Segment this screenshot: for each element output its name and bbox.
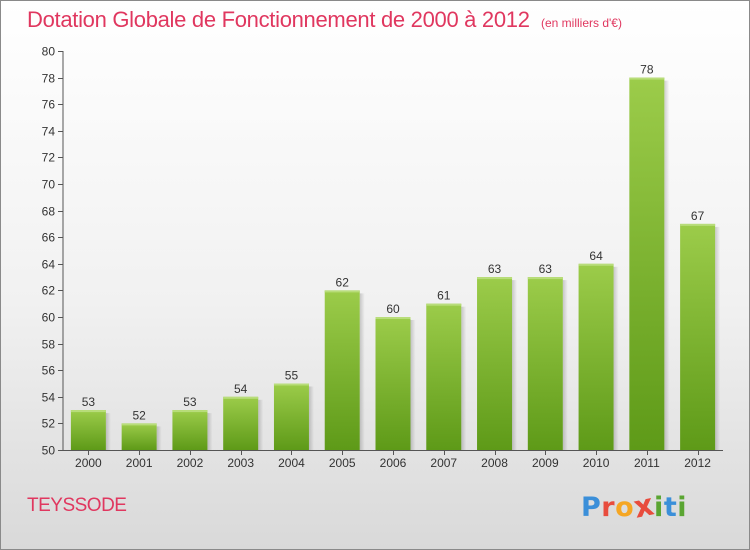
bar-2010 bbox=[578, 263, 614, 450]
bar-2008 bbox=[477, 277, 513, 450]
bar-2002 bbox=[172, 410, 208, 450]
bar-highlight bbox=[172, 410, 208, 413]
logo-letter: i bbox=[677, 492, 687, 523]
bar-2004 bbox=[273, 383, 309, 450]
y-tick-label: 66 bbox=[42, 231, 56, 245]
bar-highlight bbox=[121, 423, 157, 426]
bar-shadow bbox=[359, 293, 365, 450]
y-tick-label: 80 bbox=[42, 45, 56, 59]
bar-2007 bbox=[426, 303, 462, 450]
bar-2012 bbox=[680, 223, 716, 450]
proxiti-logo: Proxiti bbox=[581, 487, 687, 525]
bar-highlight bbox=[70, 410, 106, 413]
bar-highlight bbox=[324, 290, 360, 293]
x-tick-label: 2005 bbox=[329, 456, 356, 470]
data-label-2005: 62 bbox=[336, 275, 350, 289]
logo-letter: t bbox=[663, 492, 678, 523]
x-tick-label: 2006 bbox=[380, 456, 407, 470]
data-label-2001: 52 bbox=[132, 408, 146, 422]
logo-letter: r bbox=[601, 492, 616, 523]
bar-highlight bbox=[223, 396, 259, 399]
bar-shadow bbox=[715, 226, 721, 450]
y-tick-label: 76 bbox=[42, 98, 56, 112]
y-tick-label: 60 bbox=[42, 311, 56, 325]
bar-shadow bbox=[613, 266, 619, 450]
x-tick-label: 2007 bbox=[430, 456, 457, 470]
y-tick-label: 52 bbox=[42, 417, 56, 431]
y-tick-label: 58 bbox=[42, 338, 56, 352]
bar-shadow bbox=[664, 80, 670, 450]
bar-2003 bbox=[223, 396, 259, 450]
x-tick-label: 2002 bbox=[177, 456, 204, 470]
bar-shadow bbox=[512, 280, 518, 450]
y-tick-label: 74 bbox=[42, 125, 56, 139]
y-tick-label: 50 bbox=[42, 444, 56, 458]
bar-highlight bbox=[527, 277, 563, 280]
bar-highlight bbox=[273, 383, 309, 386]
bar-layer bbox=[70, 77, 721, 450]
bar-2005 bbox=[324, 290, 360, 450]
bar-2001 bbox=[121, 423, 157, 450]
data-label-2009: 63 bbox=[539, 262, 553, 276]
axis-layer: 50 52 54 56 58 60 62 64 66 68 70 72 74 76 78 80 2000 2001… bbox=[42, 45, 723, 470]
y-tick-label: 64 bbox=[42, 258, 56, 272]
commune-name: TEYSSODE bbox=[27, 495, 127, 516]
bar-shadow bbox=[105, 413, 111, 450]
x-tick-label: 2009 bbox=[532, 456, 559, 470]
x-tick-label: 2012 bbox=[684, 456, 711, 470]
bar-shadow bbox=[410, 320, 416, 450]
y-tick-label: 62 bbox=[42, 284, 56, 298]
x-tick-label: 2008 bbox=[481, 456, 508, 470]
y-tick-label: 78 bbox=[42, 72, 56, 86]
y-tick-label: 54 bbox=[42, 391, 56, 405]
data-label-2012: 67 bbox=[691, 209, 705, 223]
data-label-2007: 61 bbox=[437, 289, 451, 303]
bar-highlight bbox=[578, 263, 614, 266]
y-tick-label: 70 bbox=[42, 178, 56, 192]
bar-shadow bbox=[207, 413, 213, 450]
bar-highlight bbox=[426, 303, 462, 306]
bar-shadow bbox=[461, 306, 467, 450]
bar-highlight bbox=[375, 317, 411, 319]
bar-2011 bbox=[629, 77, 665, 450]
data-label-2002: 53 bbox=[183, 395, 197, 409]
x-tick-label: 2004 bbox=[278, 456, 305, 470]
data-label-2010: 64 bbox=[589, 249, 603, 263]
y-tick-label: 56 bbox=[42, 364, 56, 378]
bar-shadow bbox=[308, 386, 314, 450]
data-label-2004: 55 bbox=[285, 369, 299, 383]
bar-highlight bbox=[629, 77, 665, 80]
bar-highlight bbox=[477, 277, 513, 280]
y-tick-label: 68 bbox=[42, 205, 56, 219]
data-label-2008: 63 bbox=[488, 262, 502, 276]
x-tick-label: 2011 bbox=[634, 456, 660, 470]
bar-highlight bbox=[680, 223, 716, 226]
logo-letter: i bbox=[654, 492, 664, 523]
bar-2006 bbox=[375, 317, 411, 450]
chart-title: Dotation Globale de Fonctionnement de 20… bbox=[27, 7, 530, 32]
bar-2009 bbox=[527, 277, 563, 450]
bar-2000 bbox=[70, 410, 106, 450]
bar-shadow bbox=[156, 426, 162, 450]
data-label-2000: 53 bbox=[82, 395, 96, 409]
logo-letter: P bbox=[581, 492, 602, 523]
y-tick-label: 72 bbox=[42, 151, 56, 165]
bar-shadow bbox=[562, 280, 568, 450]
chart-unit: (en milliers d'€) bbox=[541, 16, 622, 30]
label-layer: 53 52 53 54 55 62 60 61 63 63 64 78 67 bbox=[82, 63, 705, 423]
data-label-2006: 60 bbox=[386, 302, 400, 316]
data-label-2011: 78 bbox=[640, 63, 654, 77]
bar-shadow bbox=[258, 399, 264, 450]
logo-letter: o bbox=[615, 492, 635, 523]
x-tick-label: 2001 bbox=[126, 456, 153, 470]
x-tick-label: 2003 bbox=[227, 456, 254, 470]
x-tick-label: 2000 bbox=[75, 456, 102, 470]
x-tick-label: 2010 bbox=[583, 456, 610, 470]
data-label-2003: 54 bbox=[234, 382, 248, 396]
